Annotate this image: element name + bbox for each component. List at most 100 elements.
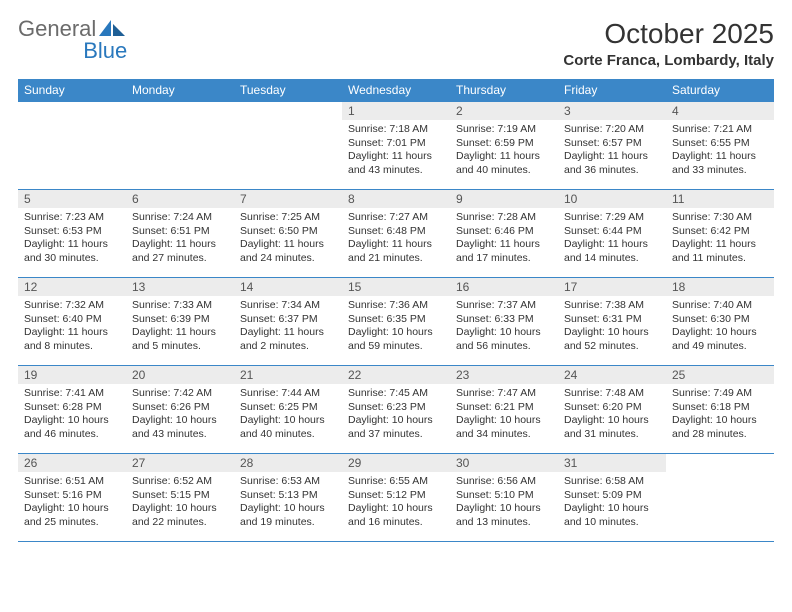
day-content: Sunrise: 7:44 AMSunset: 6:25 PMDaylight:… [234, 384, 342, 446]
day-content: Sunrise: 6:58 AMSunset: 5:09 PMDaylight:… [558, 472, 666, 534]
day-number: 14 [234, 278, 342, 296]
daylight-text: Daylight: 11 hours and 2 minutes. [240, 326, 336, 353]
day-content: Sunrise: 6:51 AMSunset: 5:16 PMDaylight:… [18, 472, 126, 534]
calendar-day-cell: 29Sunrise: 6:55 AMSunset: 5:12 PMDayligh… [342, 454, 450, 542]
sunrise-text: Sunrise: 6:53 AM [240, 475, 336, 489]
calendar-day-cell: 5Sunrise: 7:23 AMSunset: 6:53 PMDaylight… [18, 190, 126, 278]
sunrise-text: Sunrise: 7:28 AM [456, 211, 552, 225]
calendar-day-cell: 16Sunrise: 7:37 AMSunset: 6:33 PMDayligh… [450, 278, 558, 366]
calendar-day-cell: 9Sunrise: 7:28 AMSunset: 6:46 PMDaylight… [450, 190, 558, 278]
day-number: 18 [666, 278, 774, 296]
month-title: October 2025 [563, 18, 774, 50]
sunrise-text: Sunrise: 7:36 AM [348, 299, 444, 313]
sunrise-text: Sunrise: 6:51 AM [24, 475, 120, 489]
day-content: Sunrise: 7:47 AMSunset: 6:21 PMDaylight:… [450, 384, 558, 446]
calendar-week-row: 12Sunrise: 7:32 AMSunset: 6:40 PMDayligh… [18, 278, 774, 366]
day-content: Sunrise: 7:23 AMSunset: 6:53 PMDaylight:… [18, 208, 126, 270]
weekday-sunday: Sunday [18, 79, 126, 102]
sunrise-text: Sunrise: 7:32 AM [24, 299, 120, 313]
daylight-text: Daylight: 11 hours and 33 minutes. [672, 150, 768, 177]
day-number [234, 102, 342, 106]
day-content: Sunrise: 7:34 AMSunset: 6:37 PMDaylight:… [234, 296, 342, 358]
sunrise-text: Sunrise: 7:41 AM [24, 387, 120, 401]
day-content: Sunrise: 7:28 AMSunset: 6:46 PMDaylight:… [450, 208, 558, 270]
sunset-text: Sunset: 6:25 PM [240, 401, 336, 415]
day-content: Sunrise: 6:55 AMSunset: 5:12 PMDaylight:… [342, 472, 450, 534]
sunset-text: Sunset: 6:50 PM [240, 225, 336, 239]
calendar-day-cell [666, 454, 774, 542]
sunrise-text: Sunrise: 7:24 AM [132, 211, 228, 225]
sunset-text: Sunset: 6:53 PM [24, 225, 120, 239]
sunrise-text: Sunrise: 6:52 AM [132, 475, 228, 489]
daylight-text: Daylight: 11 hours and 21 minutes. [348, 238, 444, 265]
calendar-day-cell: 3Sunrise: 7:20 AMSunset: 6:57 PMDaylight… [558, 102, 666, 190]
daylight-text: Daylight: 10 hours and 31 minutes. [564, 414, 660, 441]
day-number: 15 [342, 278, 450, 296]
weekday-saturday: Saturday [666, 79, 774, 102]
daylight-text: Daylight: 10 hours and 34 minutes. [456, 414, 552, 441]
day-content: Sunrise: 7:42 AMSunset: 6:26 PMDaylight:… [126, 384, 234, 446]
sunrise-text: Sunrise: 7:23 AM [24, 211, 120, 225]
sunrise-text: Sunrise: 7:42 AM [132, 387, 228, 401]
calendar-table: Sunday Monday Tuesday Wednesday Thursday… [18, 79, 774, 542]
sunset-text: Sunset: 6:26 PM [132, 401, 228, 415]
calendar-day-cell: 18Sunrise: 7:40 AMSunset: 6:30 PMDayligh… [666, 278, 774, 366]
sunset-text: Sunset: 5:09 PM [564, 489, 660, 503]
sunrise-text: Sunrise: 7:44 AM [240, 387, 336, 401]
calendar-day-cell: 24Sunrise: 7:48 AMSunset: 6:20 PMDayligh… [558, 366, 666, 454]
sunset-text: Sunset: 6:35 PM [348, 313, 444, 327]
sunset-text: Sunset: 5:13 PM [240, 489, 336, 503]
day-number: 8 [342, 190, 450, 208]
calendar-day-cell: 20Sunrise: 7:42 AMSunset: 6:26 PMDayligh… [126, 366, 234, 454]
sunset-text: Sunset: 6:59 PM [456, 137, 552, 151]
daylight-text: Daylight: 10 hours and 28 minutes. [672, 414, 768, 441]
day-content: Sunrise: 7:40 AMSunset: 6:30 PMDaylight:… [666, 296, 774, 358]
calendar-day-cell [18, 102, 126, 190]
calendar-day-cell: 11Sunrise: 7:30 AMSunset: 6:42 PMDayligh… [666, 190, 774, 278]
day-number: 13 [126, 278, 234, 296]
daylight-text: Daylight: 10 hours and 52 minutes. [564, 326, 660, 353]
calendar-day-cell: 19Sunrise: 7:41 AMSunset: 6:28 PMDayligh… [18, 366, 126, 454]
day-number [126, 102, 234, 106]
day-number: 7 [234, 190, 342, 208]
day-number: 26 [18, 454, 126, 472]
day-number: 5 [18, 190, 126, 208]
logo-text-general: General [18, 18, 96, 40]
calendar-week-row: 26Sunrise: 6:51 AMSunset: 5:16 PMDayligh… [18, 454, 774, 542]
day-number: 24 [558, 366, 666, 384]
sunset-text: Sunset: 6:23 PM [348, 401, 444, 415]
day-content: Sunrise: 7:18 AMSunset: 7:01 PMDaylight:… [342, 120, 450, 182]
daylight-text: Daylight: 10 hours and 16 minutes. [348, 502, 444, 529]
day-number: 6 [126, 190, 234, 208]
day-number: 11 [666, 190, 774, 208]
day-content: Sunrise: 7:38 AMSunset: 6:31 PMDaylight:… [558, 296, 666, 358]
title-block: October 2025 Corte Franca, Lombardy, Ita… [563, 18, 774, 69]
day-content: Sunrise: 7:45 AMSunset: 6:23 PMDaylight:… [342, 384, 450, 446]
day-content: Sunrise: 7:32 AMSunset: 6:40 PMDaylight:… [18, 296, 126, 358]
daylight-text: Daylight: 10 hours and 10 minutes. [564, 502, 660, 529]
day-content: Sunrise: 7:20 AMSunset: 6:57 PMDaylight:… [558, 120, 666, 182]
day-number: 31 [558, 454, 666, 472]
sunrise-text: Sunrise: 6:55 AM [348, 475, 444, 489]
sunset-text: Sunset: 6:46 PM [456, 225, 552, 239]
daylight-text: Daylight: 11 hours and 11 minutes. [672, 238, 768, 265]
sunset-text: Sunset: 5:16 PM [24, 489, 120, 503]
day-number: 19 [18, 366, 126, 384]
day-number: 28 [234, 454, 342, 472]
daylight-text: Daylight: 11 hours and 8 minutes. [24, 326, 120, 353]
calendar-day-cell: 1Sunrise: 7:18 AMSunset: 7:01 PMDaylight… [342, 102, 450, 190]
day-number: 9 [450, 190, 558, 208]
daylight-text: Daylight: 10 hours and 56 minutes. [456, 326, 552, 353]
calendar-day-cell: 23Sunrise: 7:47 AMSunset: 6:21 PMDayligh… [450, 366, 558, 454]
logo-sail-icon [97, 18, 127, 40]
calendar-day-cell [234, 102, 342, 190]
logo: GeneralBlue [18, 18, 127, 62]
sunset-text: Sunset: 6:33 PM [456, 313, 552, 327]
daylight-text: Daylight: 10 hours and 59 minutes. [348, 326, 444, 353]
day-number: 23 [450, 366, 558, 384]
weekday-monday: Monday [126, 79, 234, 102]
sunset-text: Sunset: 6:51 PM [132, 225, 228, 239]
weekday-wednesday: Wednesday [342, 79, 450, 102]
day-number: 17 [558, 278, 666, 296]
sunrise-text: Sunrise: 7:30 AM [672, 211, 768, 225]
